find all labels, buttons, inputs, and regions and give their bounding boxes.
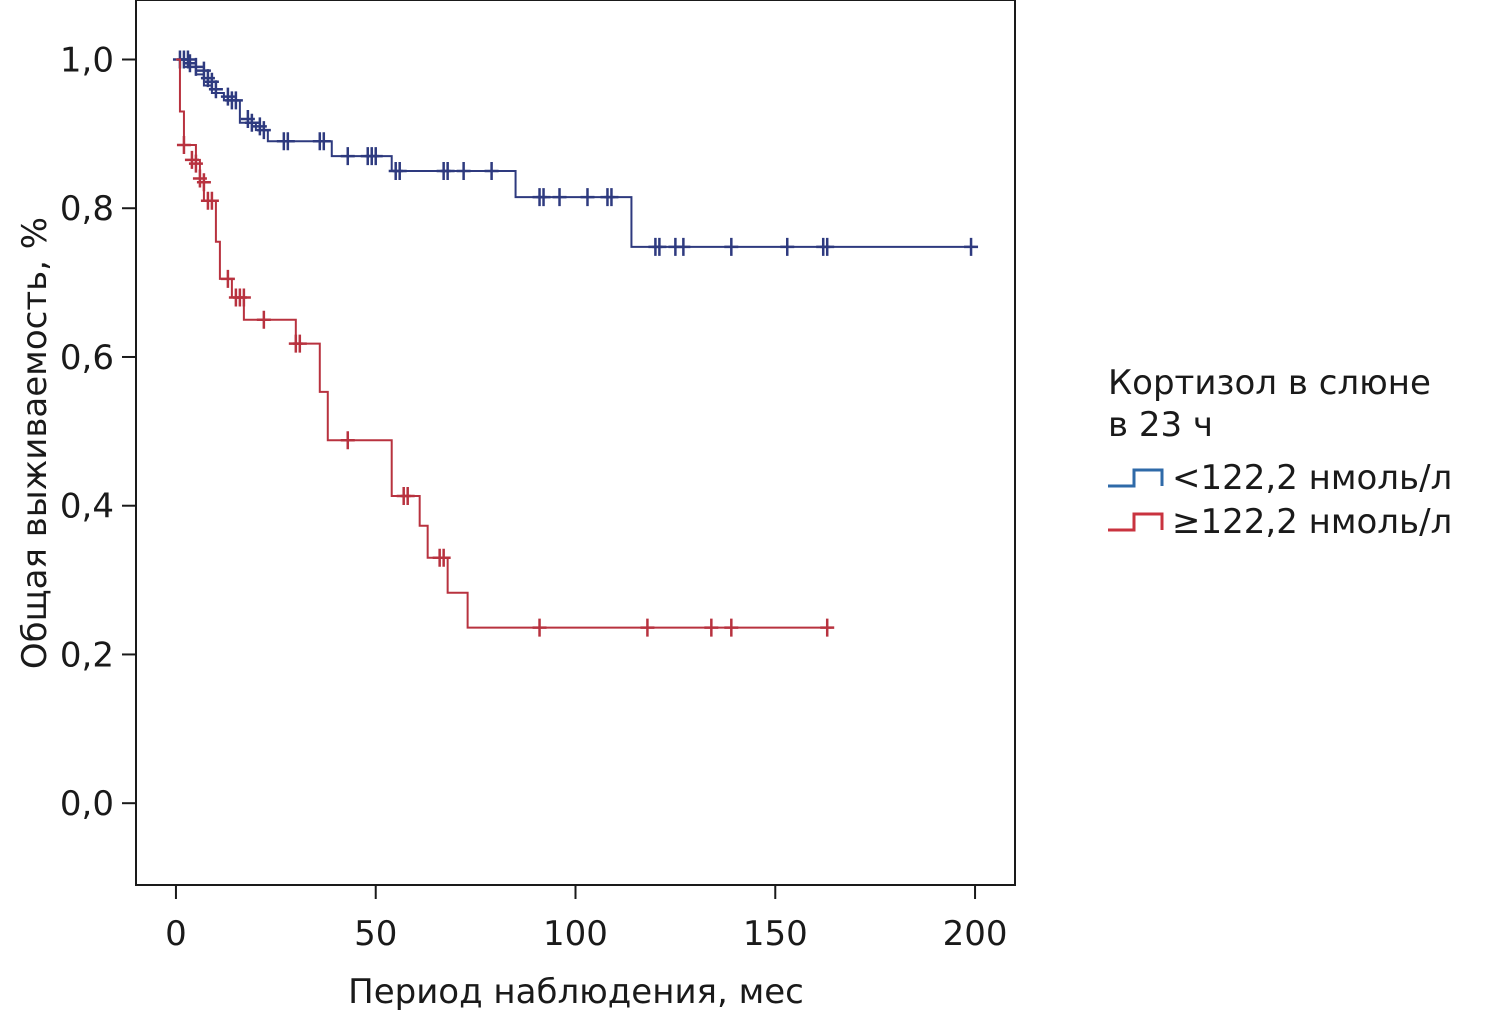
censor-mark bbox=[724, 237, 739, 256]
survival-curve bbox=[175, 58, 976, 248]
series-layer bbox=[172, 50, 979, 637]
series-1 bbox=[175, 58, 835, 637]
censor-mark bbox=[228, 91, 243, 110]
x-axis-title: Период наблюдения, мес bbox=[348, 972, 804, 1012]
censor-mark bbox=[532, 618, 547, 637]
censor-mark bbox=[652, 237, 667, 256]
y-axis-ticks: 0,0 0,2 0,4 0,6 0,8 1,0 bbox=[60, 40, 136, 824]
censor-mark bbox=[780, 237, 795, 256]
x-tick-label: 0 bbox=[165, 914, 187, 954]
x-tick-label: 50 bbox=[354, 914, 397, 954]
censor-mark bbox=[244, 113, 259, 132]
y-tick-label: 0,2 bbox=[60, 635, 114, 675]
censor-mark bbox=[552, 188, 567, 207]
legend-item-low: <122,2 нмоль/л bbox=[1108, 456, 1498, 500]
censor-mark bbox=[604, 188, 619, 207]
series-0 bbox=[172, 50, 979, 256]
censor-mark bbox=[340, 431, 355, 450]
x-axis-ticks: 0 50 100 150 200 bbox=[165, 885, 1007, 954]
legend-swatch-low bbox=[1108, 468, 1164, 488]
censor-mark bbox=[180, 50, 195, 69]
censor-mark bbox=[676, 237, 691, 256]
censor-mark bbox=[182, 54, 197, 73]
censor-mark bbox=[176, 136, 191, 155]
censor-mark bbox=[484, 162, 499, 181]
censor-mark bbox=[196, 173, 211, 192]
censor-mark bbox=[208, 80, 223, 99]
censor-mark bbox=[204, 191, 219, 210]
censor-mark bbox=[724, 618, 739, 637]
y-tick-label: 0,8 bbox=[60, 189, 114, 229]
censor-mark bbox=[440, 162, 455, 181]
censor-mark bbox=[292, 334, 307, 353]
censor-mark bbox=[280, 132, 295, 151]
censor-mark bbox=[456, 162, 471, 181]
censor-mark bbox=[236, 288, 251, 307]
censor-mark bbox=[368, 147, 383, 166]
x-tick-label: 150 bbox=[743, 914, 808, 954]
censor-mark bbox=[256, 310, 271, 329]
censor-mark bbox=[316, 132, 331, 151]
y-tick-label: 0,6 bbox=[60, 338, 114, 378]
legend: Кортизол в слюне в 23 ч <122,2 нмоль/л ≥… bbox=[1108, 362, 1498, 544]
censor-mark bbox=[640, 618, 655, 637]
censor-mark bbox=[580, 188, 595, 207]
y-tick-label: 0,4 bbox=[60, 487, 114, 527]
y-tick-label: 0,0 bbox=[60, 784, 114, 824]
censor-mark bbox=[964, 237, 979, 256]
censor-mark bbox=[256, 121, 271, 140]
legend-label-low: <122,2 нмоль/л bbox=[1172, 458, 1453, 498]
censor-mark bbox=[536, 188, 551, 207]
censor-mark bbox=[820, 618, 835, 637]
legend-item-high: ≥122,2 нмоль/л bbox=[1108, 500, 1498, 544]
censor-mark bbox=[188, 154, 203, 173]
legend-label-high: ≥122,2 нмоль/л bbox=[1172, 502, 1453, 542]
x-tick-label: 200 bbox=[943, 914, 1008, 954]
x-tick-label: 100 bbox=[543, 914, 608, 954]
censor-mark bbox=[820, 237, 835, 256]
y-tick-label: 1,0 bbox=[60, 40, 114, 80]
censor-mark bbox=[188, 57, 203, 76]
censor-mark bbox=[704, 618, 719, 637]
censor-mark bbox=[436, 548, 451, 567]
censor-mark bbox=[400, 487, 415, 506]
survival-curve bbox=[175, 58, 832, 629]
legend-swatch-high bbox=[1108, 512, 1164, 532]
censor-mark bbox=[340, 147, 355, 166]
censor-mark bbox=[220, 269, 235, 288]
y-axis-title: Общая выживаемость, % bbox=[15, 217, 55, 669]
legend-title: Кортизол в слюне в 23 ч bbox=[1108, 363, 1431, 445]
censor-mark bbox=[392, 162, 407, 181]
